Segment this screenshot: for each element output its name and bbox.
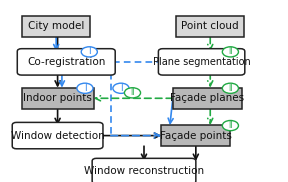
FancyBboxPatch shape [161,125,230,146]
Text: II: II [228,121,233,130]
Circle shape [77,83,93,93]
FancyBboxPatch shape [17,49,115,75]
Circle shape [81,47,97,57]
Text: Window reconstruction: Window reconstruction [84,166,204,176]
Text: I: I [120,84,122,93]
FancyBboxPatch shape [176,16,244,37]
FancyBboxPatch shape [22,16,90,37]
FancyBboxPatch shape [22,88,94,109]
Text: II: II [228,47,233,56]
Text: Window detection: Window detection [11,131,105,141]
Text: II: II [130,88,135,97]
FancyBboxPatch shape [158,49,245,75]
FancyBboxPatch shape [92,158,196,182]
Text: Point cloud: Point cloud [181,21,239,31]
Text: II: II [228,84,233,93]
Text: Façade points: Façade points [160,131,232,141]
Circle shape [222,47,238,57]
Text: Façade planes: Façade planes [170,93,245,103]
Text: Plane segmentation: Plane segmentation [153,57,251,67]
Circle shape [222,83,238,93]
Circle shape [124,88,141,98]
Text: I: I [84,84,86,93]
Text: Co-registration: Co-registration [27,57,105,67]
Circle shape [113,83,129,93]
Text: I: I [88,47,91,56]
Text: Indoor points: Indoor points [23,93,92,103]
Circle shape [222,120,238,131]
FancyBboxPatch shape [173,88,242,109]
Text: City model: City model [28,21,84,31]
FancyBboxPatch shape [12,122,103,149]
